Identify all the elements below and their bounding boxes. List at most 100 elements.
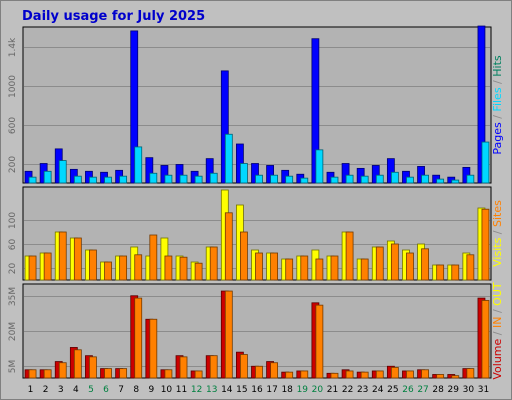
bar-in-bottom xyxy=(375,370,384,379)
bar-pages-top xyxy=(356,167,365,184)
x-tick-day-label: 30 xyxy=(463,385,475,395)
chart-title: Daily usage for July 2025 xyxy=(22,9,206,24)
bar-in-bottom xyxy=(104,368,112,379)
bar-in-bottom xyxy=(179,356,188,379)
bar-pages-top xyxy=(371,165,380,184)
y-tick-label-top: 1.4k xyxy=(8,37,18,57)
bar-in-bottom xyxy=(73,349,82,379)
bar-sites-middle xyxy=(300,255,309,281)
bar-sites-middle xyxy=(270,252,278,281)
x-tick-day-label: 25 xyxy=(387,385,398,395)
y-tick-label-middle: 60 xyxy=(8,239,18,251)
bar-in-bottom xyxy=(149,318,158,379)
bar-sites-middle xyxy=(28,255,37,281)
bar-in-bottom xyxy=(58,362,67,379)
right-label-top: Pages / Files / Hits xyxy=(491,55,504,155)
bar-files-top xyxy=(119,175,128,184)
x-tick-day-label: 20 xyxy=(312,385,324,395)
bar-files-top xyxy=(315,149,324,184)
bar-sites-middle xyxy=(89,249,97,281)
bar-in-bottom xyxy=(315,304,324,379)
y-tick-label-top: 200 xyxy=(8,156,18,173)
x-tick-day-label: 2 xyxy=(43,385,49,395)
x-tick-day-label: 19 xyxy=(297,385,309,395)
y-tick-label-top: 1000 xyxy=(8,75,18,98)
bar-files-top xyxy=(406,176,414,184)
bar-pages-top xyxy=(266,165,274,184)
bar-sites-middle xyxy=(58,231,67,281)
x-tick-day-label: 12 xyxy=(191,385,202,395)
x-tick-day-label: 1 xyxy=(28,385,34,395)
bar-files-top xyxy=(149,172,158,184)
bar-sites-middle xyxy=(104,261,112,281)
bar-pages-top xyxy=(145,157,154,184)
right-label-middle: Visits / Sites xyxy=(491,200,504,267)
x-tick-day-label: 27 xyxy=(417,385,428,395)
bar-pages-top xyxy=(160,165,169,184)
bar-pages-top xyxy=(205,158,214,184)
y-tick-label-bottom: 20M xyxy=(8,322,18,341)
x-tick-day-label: 7 xyxy=(118,385,124,395)
bar-sites-middle xyxy=(73,237,82,281)
bar-in-bottom xyxy=(330,372,339,379)
bar-in-bottom xyxy=(28,369,37,379)
x-tick-day-label: 21 xyxy=(327,385,338,395)
bar-files-top xyxy=(270,174,278,184)
bar-in-bottom xyxy=(285,371,294,379)
bar-pages-top xyxy=(341,163,350,184)
x-tick-day-label: 24 xyxy=(372,385,384,395)
bar-sites-middle xyxy=(360,258,369,281)
bar-sites-middle xyxy=(224,212,233,281)
x-tick-day-label: 17 xyxy=(266,385,277,395)
bar-sites-middle xyxy=(390,243,399,281)
x-tick-day-label: 10 xyxy=(161,385,173,395)
bar-in-bottom xyxy=(255,365,263,379)
bar-pages-top xyxy=(130,30,139,184)
bar-pages-top xyxy=(175,164,184,184)
right-label-part: Hits xyxy=(491,55,504,77)
right-label-part: Visits xyxy=(491,237,504,266)
right-label-part: Volume xyxy=(491,338,504,379)
bar-pages-top xyxy=(386,158,395,184)
bar-in-bottom xyxy=(390,367,399,379)
bar-sites-middle xyxy=(481,208,490,281)
bar-files-top xyxy=(255,174,263,184)
bar-files-top xyxy=(300,177,309,184)
bar-pages-top xyxy=(417,166,425,184)
bar-files-top xyxy=(330,176,339,184)
bar-files-top xyxy=(134,146,143,184)
bar-files-top xyxy=(421,174,429,184)
bar-files-top xyxy=(164,174,173,184)
bar-sites-middle xyxy=(134,254,143,281)
x-tick-day-label: 23 xyxy=(357,385,368,395)
bar-in-bottom xyxy=(89,356,97,379)
bar-files-top xyxy=(194,175,203,184)
bar-files-top xyxy=(89,176,97,184)
bar-in-bottom xyxy=(224,290,233,379)
right-label-part: / xyxy=(491,112,504,123)
bar-files-top xyxy=(73,175,82,184)
right-label-part: / xyxy=(491,227,504,238)
x-tick-day-label: 9 xyxy=(148,385,154,395)
bar-sites-middle xyxy=(194,262,203,281)
bar-files-top xyxy=(43,170,52,184)
bar-sites-middle xyxy=(43,252,52,281)
y-tick-label-bottom: 35M xyxy=(8,287,18,306)
bar-in-bottom xyxy=(300,370,309,379)
bar-sites-middle xyxy=(436,264,445,281)
y-tick-label-top: 600 xyxy=(8,117,18,134)
x-tick-day-label: 16 xyxy=(251,385,263,395)
bar-sites-middle xyxy=(466,254,475,281)
bar-in-bottom xyxy=(451,375,460,379)
right-label-part: Sites xyxy=(491,200,504,227)
bar-in-bottom xyxy=(43,369,52,379)
x-tick-day-label: 6 xyxy=(103,385,109,395)
bar-files-top xyxy=(390,171,399,184)
bar-sites-middle xyxy=(315,258,324,281)
bar-pages-top xyxy=(311,38,320,184)
bar-files-top xyxy=(240,163,248,184)
bar-in-bottom xyxy=(164,369,173,379)
bar-in-bottom xyxy=(345,370,354,379)
bar-files-top xyxy=(375,174,384,184)
